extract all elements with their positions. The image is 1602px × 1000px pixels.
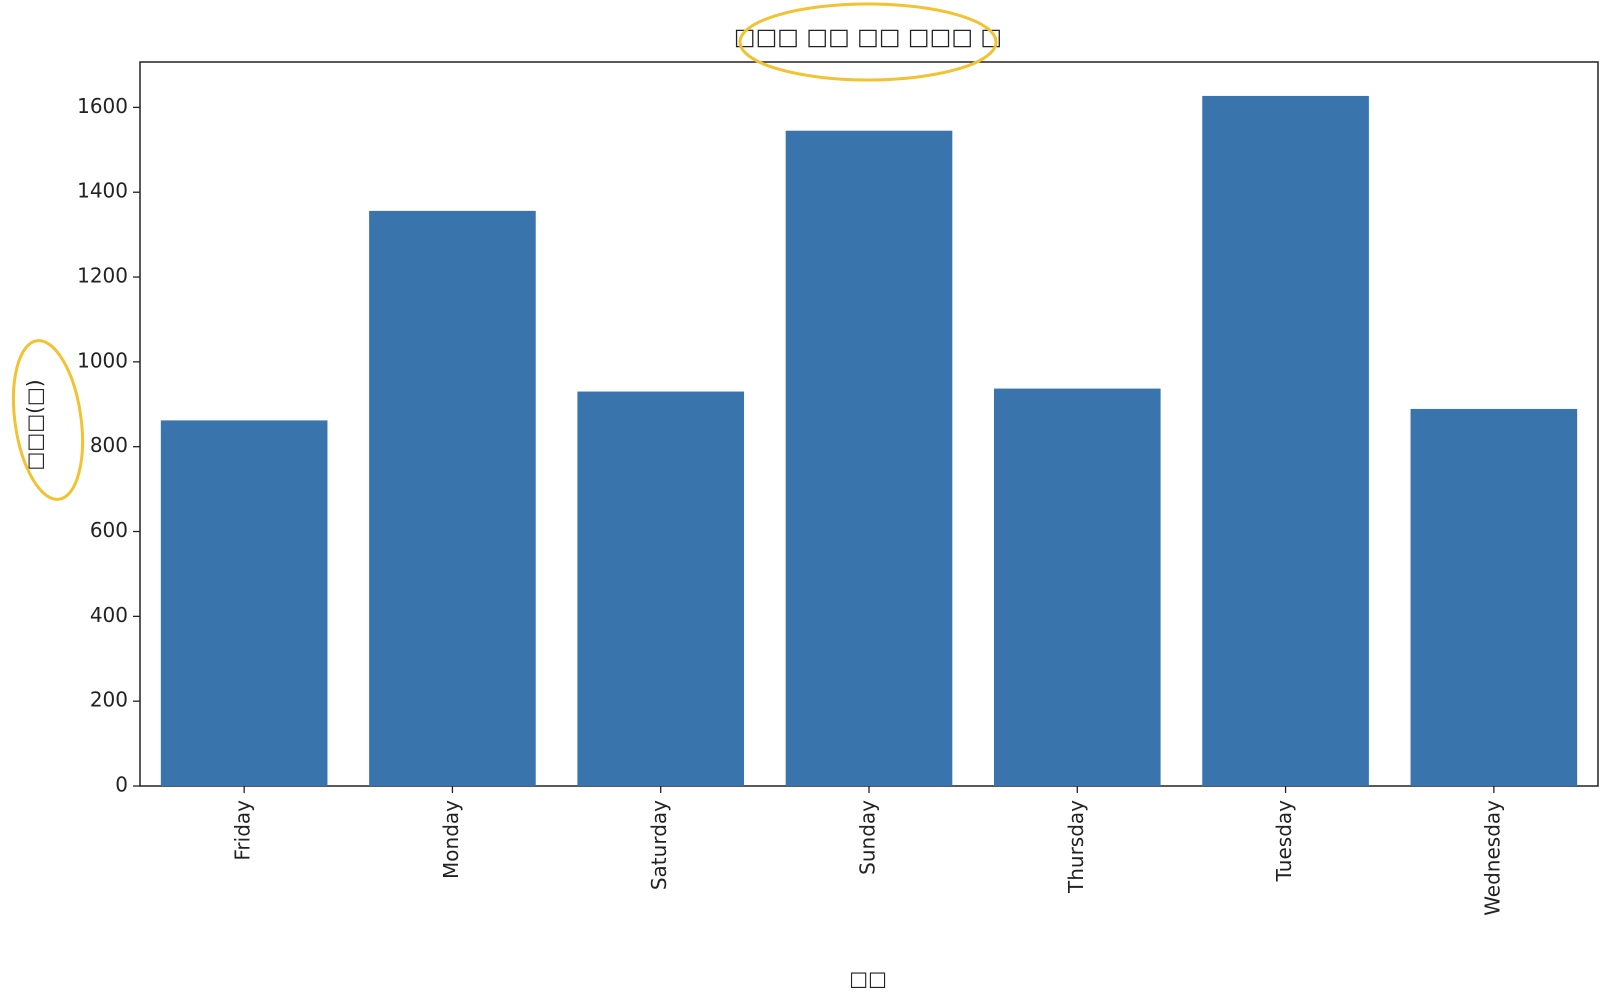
y-tick-label: 800 [90, 433, 128, 457]
x-tick-label: Friday [231, 800, 255, 861]
y-tick-label: 400 [90, 603, 128, 627]
y-tick-label: 1000 [77, 348, 128, 372]
bar [785, 130, 953, 786]
x-axis-label: □□ [849, 967, 887, 991]
x-tick-label: Thursday [1064, 800, 1088, 894]
highlight [738, 2, 998, 82]
x-tick-label: Wednesday [1480, 800, 1504, 916]
chart-title: □□□ □□ □□ □□□ □ [734, 25, 1002, 51]
y-axis-label: □□□(□) [23, 379, 47, 470]
bar [1202, 95, 1369, 787]
highlight [11, 339, 85, 501]
bar [1410, 408, 1578, 786]
y-tick-label: 1200 [77, 264, 128, 288]
y-tick-label: 200 [90, 688, 128, 712]
y-tick-label: 1600 [77, 94, 128, 118]
bar [160, 420, 328, 786]
x-tick-label: Sunday [856, 800, 880, 875]
bar [369, 210, 536, 786]
y-tick-label: 1400 [77, 179, 128, 203]
x-tick-label: Tuesday [1272, 800, 1296, 883]
y-tick-label: 600 [90, 518, 128, 542]
x-tick-label: Monday [439, 800, 463, 879]
bar [577, 391, 745, 786]
y-tick-label: 0 [115, 773, 128, 797]
bar [993, 388, 1161, 786]
x-tick-label: Saturday [647, 800, 671, 890]
